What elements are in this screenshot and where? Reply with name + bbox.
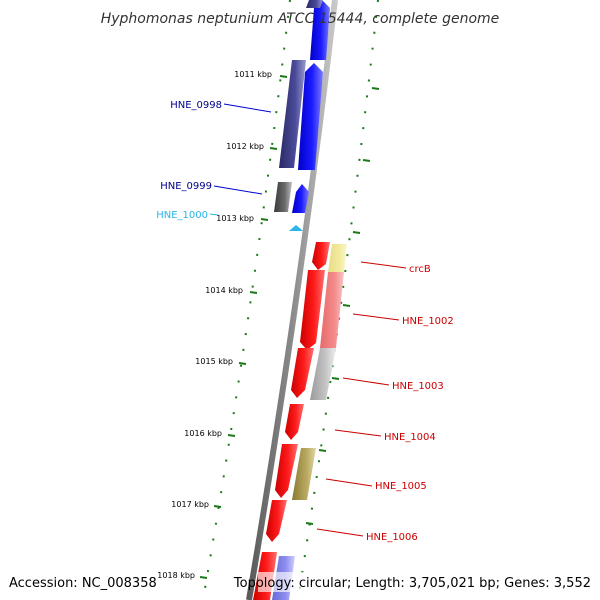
right-ticks [305,87,380,525]
footer: Accession: NC_008358 Topology: circular;… [9,572,592,592]
gene-feature-hne1003[interactable] [291,348,314,398]
leader-hne0998 [223,103,272,113]
forward-genes [289,0,330,231]
kbp-label: 1013 kbp [216,214,254,223]
gene-label-hne1006[interactable]: HNE_1006 [366,532,418,543]
feature-crcb-category[interactable] [328,244,347,272]
leader-hne1005 [325,478,373,487]
gene-label-hne1005[interactable]: HNE_1005 [375,481,427,492]
leader-hne1002 [352,313,400,321]
genome-backbone [246,0,338,600]
kbp-label: 1015 kbp [195,357,233,366]
leader-hne1006 [316,528,364,537]
gene-feature-hne1002[interactable] [300,270,325,350]
leader-hne0999 [213,185,263,195]
kbp-label: 1012 kbp [226,142,264,151]
gene-label-hne0999[interactable]: HNE_0999 [160,181,212,192]
gene-feature-hne1005[interactable] [275,444,298,498]
rna-feature-hne0998[interactable] [279,60,306,168]
rna-feature-top [306,0,323,8]
feature-hne1005-category[interactable] [292,448,316,500]
gene-label-hne1000[interactable]: HNE_1000 [156,210,208,221]
gene-label-crcb[interactable]: crcB [409,264,431,275]
kbp-label: 1016 kbp [184,429,222,438]
gene-feature-hne1006[interactable] [266,500,287,542]
gene-feature-crcb[interactable] [312,242,330,270]
accession-label: Accession: NC_008358 [9,576,157,591]
gene-feature-hne1000[interactable] [289,225,303,231]
gene-feature-hne1004[interactable] [285,404,304,440]
kbp-label: 1017 kbp [171,500,209,509]
gene-label-hne0998[interactable]: HNE_0998 [170,100,222,111]
kbp-label: 1018 kbp [157,571,195,580]
gene-feature-hne0999[interactable] [292,184,309,213]
inner-features-top [274,0,323,212]
gene-label-hne1003[interactable]: HNE_1003 [392,381,444,392]
topology-label: Topology: circular; Length: 3,705,021 bp… [233,576,591,591]
gene-leader-lines [209,103,407,537]
feature-hne1003-category[interactable] [310,348,336,400]
rna-feature-hne0999[interactable] [274,182,292,212]
feature-hne1002-category[interactable] [320,272,344,348]
reverse-genes [253,242,330,600]
leader-crcb [360,261,407,269]
kbp-label: 1014 kbp [205,286,243,295]
gene-label-hne1004[interactable]: HNE_1004 [384,432,436,443]
gene-label-hne1002[interactable]: HNE_1002 [402,316,454,327]
map-title: Hyphomonas neptunium ATCC 15444, complet… [101,11,500,27]
leader-hne1000 [209,213,219,216]
kbp-label: 1011 kbp [234,70,272,79]
leader-hne1004 [334,429,382,437]
footer-topology-backdrop [258,572,592,592]
kbp-labels: 1011 kbp 1012 kbp 1013 kbp 1014 kbp 1015… [157,70,272,580]
kbp-ticks [199,75,288,579]
gene-feature-hne0998[interactable] [298,63,323,170]
gene-feature-top[interactable] [310,0,330,60]
leader-hne1003 [342,377,390,386]
gene-labels: HNE_0998 HNE_0999 HNE_1000 crcB HNE_1002… [156,100,454,543]
